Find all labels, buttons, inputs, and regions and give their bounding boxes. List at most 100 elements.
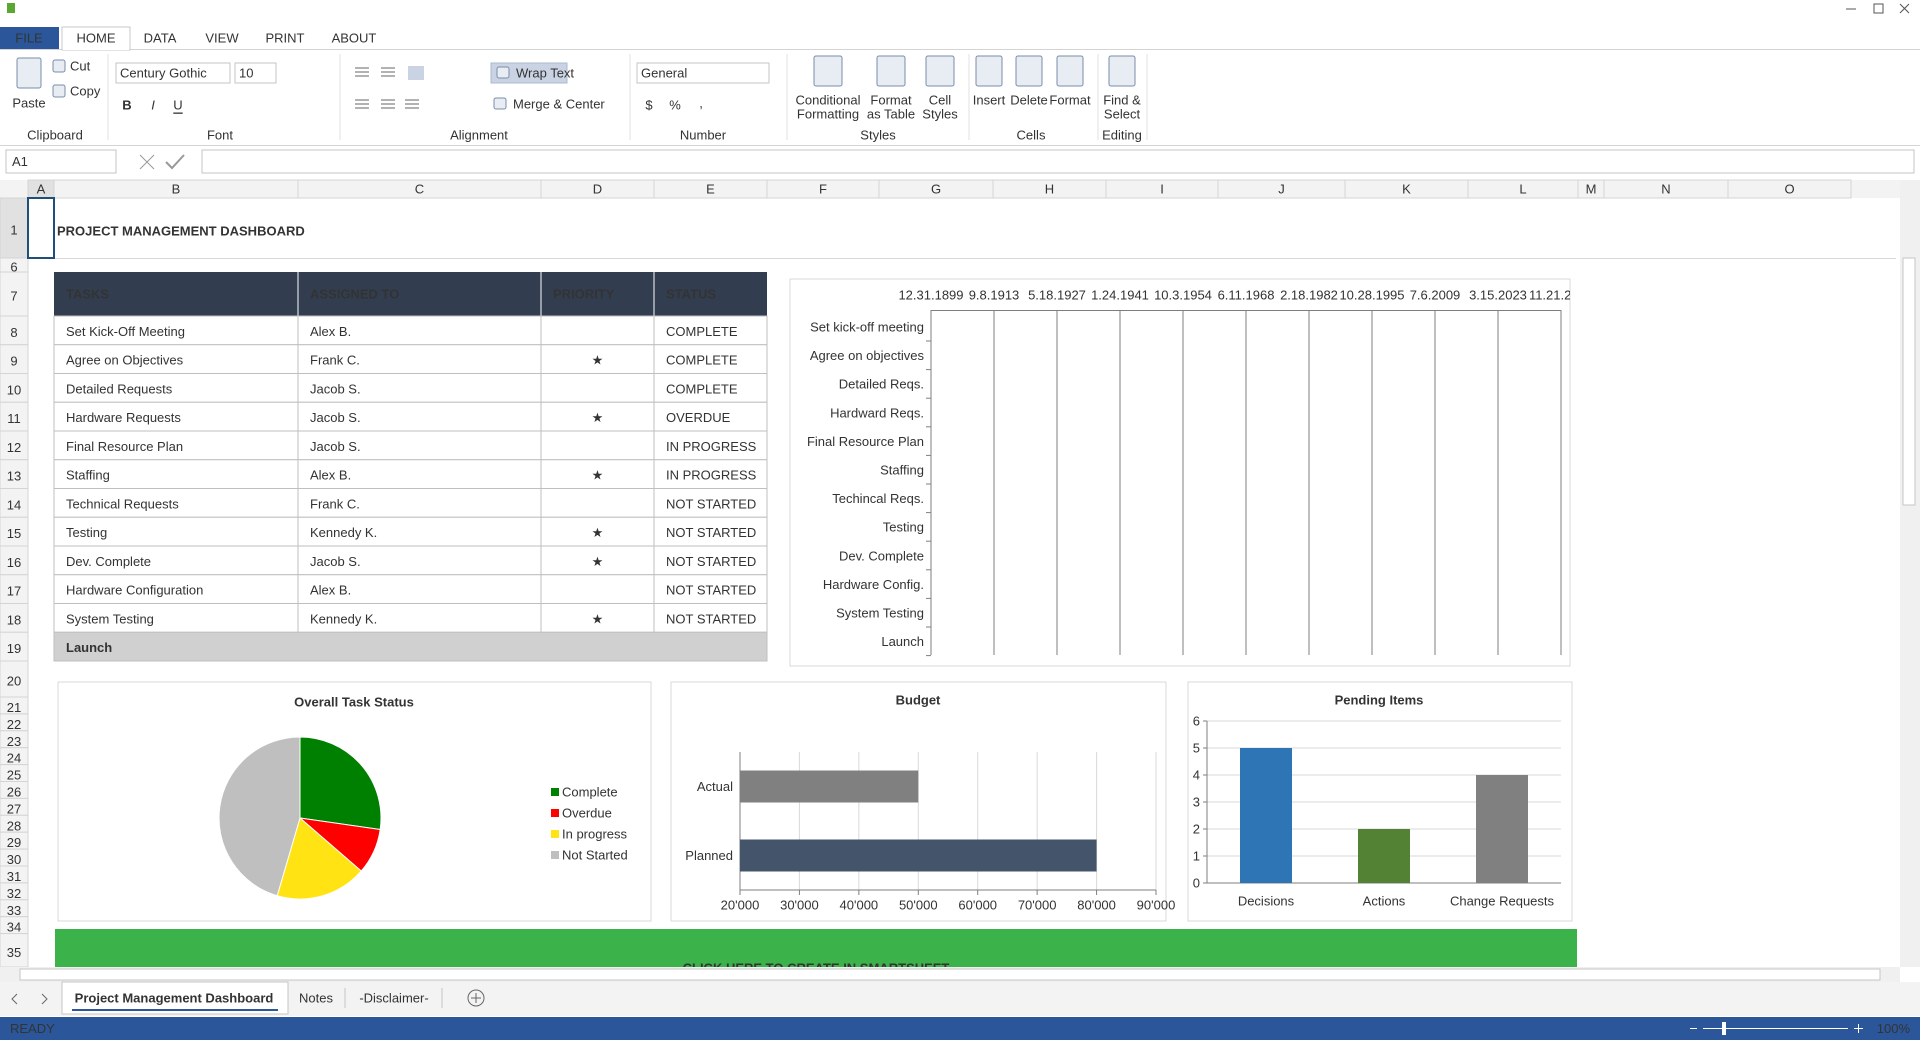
column-label[interactable]: A [37, 182, 46, 197]
row-label[interactable]: 10 [7, 382, 21, 397]
column-label[interactable]: J [1278, 182, 1285, 197]
column-label[interactable]: O [1784, 182, 1794, 197]
banner-text[interactable]: CLICK HERE TO CREATE IN SMARTSHEET [683, 961, 950, 976]
column-label[interactable]: C [415, 182, 424, 197]
row-label[interactable]: 21 [7, 700, 21, 715]
row-label[interactable]: 29 [7, 835, 21, 850]
name-box-text[interactable]: A1 [12, 154, 28, 169]
ribbon-button[interactable]: Cut [70, 59, 91, 74]
x-tick-label: 30'000 [780, 898, 819, 913]
ribbon-button[interactable]: Formatting [797, 107, 859, 122]
table-cell: Jacob S. [310, 554, 361, 569]
row-label[interactable]: 7 [10, 289, 17, 304]
ribbon-tab[interactable]: DATA [144, 31, 177, 46]
column-label[interactable]: F [819, 182, 827, 197]
row-label[interactable]: 27 [7, 801, 21, 816]
table-cell: ★ [592, 468, 604, 483]
ribbon-button[interactable]: Paste [12, 96, 45, 111]
row-label[interactable]: 14 [7, 497, 21, 512]
row-label[interactable]: 22 [7, 717, 21, 732]
row-label[interactable]: 6 [10, 260, 17, 275]
ribbon-button[interactable]: % [669, 98, 681, 113]
row-label[interactable]: 30 [7, 852, 21, 867]
row-label[interactable]: 11 [7, 411, 21, 426]
column-label[interactable]: K [1402, 182, 1411, 197]
gantt-task-label: Testing [883, 520, 924, 535]
column-label[interactable]: N [1661, 182, 1670, 197]
ribbon-button[interactable]: Format [1049, 93, 1091, 108]
ribbon-button[interactable]: Conditional [795, 93, 860, 108]
banner-clip: CLICK HERE TO CREATE IN SMARTSHEET [683, 961, 950, 976]
ribbon-tab[interactable]: HOME [77, 31, 116, 46]
row-label[interactable]: 19 [7, 641, 21, 656]
sheet-tab[interactable]: -Disclaimer- [359, 991, 428, 1006]
ribbon-button[interactable]: Wrap Text [516, 66, 574, 81]
ribbon-tab[interactable]: PRINT [266, 31, 305, 46]
column-label[interactable]: L [1519, 182, 1526, 197]
column-header [1727, 179, 1852, 199]
row-label[interactable]: 12 [7, 440, 21, 455]
column-label[interactable]: I [1160, 182, 1164, 197]
row-label[interactable]: 25 [7, 768, 21, 783]
ribbon-button[interactable]: Format [870, 93, 912, 108]
ribbon-button[interactable]: Insert [973, 93, 1006, 108]
row-label[interactable]: 34 [7, 920, 21, 935]
ribbon-button[interactable]: as Table [867, 107, 915, 122]
smartsheet-banner [55, 929, 1577, 967]
ribbon-button[interactable]: Styles [922, 107, 958, 122]
row-label[interactable]: 20 [7, 674, 21, 689]
sheet-tab[interactable]: Notes [299, 991, 333, 1006]
column-label[interactable]: M [1586, 182, 1597, 197]
legend-swatch [551, 809, 559, 817]
ribbon-button[interactable]: , [699, 96, 703, 111]
y-tick-label: 6 [1193, 714, 1200, 729]
gantt-date-label: 11.21.2036 [1529, 288, 1593, 303]
row-label[interactable]: 13 [7, 469, 21, 484]
table-header-cell: TASKS [66, 287, 109, 302]
ribbon-button[interactable]: Merge & Center [513, 97, 605, 112]
row-label[interactable]: 8 [10, 325, 17, 340]
ribbon-button[interactable]: Delete [1010, 93, 1048, 108]
ribbon-button[interactable]: Cell [929, 93, 952, 108]
row-label[interactable]: 35 [7, 945, 21, 960]
ribbon-button[interactable]: Find & [1103, 93, 1141, 108]
column-label[interactable]: D [593, 182, 602, 197]
ribbon-tab[interactable]: ABOUT [332, 31, 377, 46]
row-label[interactable]: 32 [7, 886, 21, 901]
ribbon-button[interactable]: B [122, 98, 131, 113]
ribbon-tab[interactable]: VIEW [205, 31, 239, 46]
row-header [0, 315, 29, 346]
column-label[interactable]: H [1045, 182, 1054, 197]
row-label[interactable]: 31 [7, 869, 21, 884]
row-label[interactable]: 9 [10, 354, 17, 369]
font-name[interactable]: Century Gothic [120, 66, 207, 81]
row-label[interactable]: 23 [7, 734, 21, 749]
row-label[interactable]: 28 [7, 818, 21, 833]
ribbon-button[interactable]: $ [645, 98, 653, 113]
column-label[interactable]: E [706, 182, 715, 197]
sheet-tab[interactable]: Project Management Dashboard [75, 991, 274, 1006]
ribbon-tab[interactable]: FILE [15, 31, 43, 46]
row-label[interactable]: 24 [7, 751, 21, 766]
ribbon-button[interactable]: Copy [70, 84, 101, 99]
column-label[interactable]: B [172, 182, 181, 197]
ribbon-group-label: Clipboard [27, 128, 83, 143]
row-label[interactable]: 16 [7, 555, 21, 570]
ribbon-button[interactable]: I [151, 98, 155, 113]
row-label[interactable]: 33 [7, 903, 21, 918]
font-size[interactable]: 10 [239, 66, 253, 81]
ribbon-group-label: Alignment [450, 128, 508, 143]
row-label[interactable]: 18 [7, 612, 21, 627]
row-label[interactable]: 15 [7, 526, 21, 541]
table-cell: Testing [66, 525, 107, 540]
row-label[interactable]: 1 [10, 223, 17, 238]
number-format[interactable]: General [641, 66, 687, 81]
column-label[interactable]: G [931, 182, 941, 197]
ribbon-button[interactable]: Select [1104, 107, 1141, 122]
table-header-cell: STATUS [666, 287, 716, 302]
add-sheet-button[interactable] [467, 989, 485, 1007]
row-label[interactable]: 17 [7, 584, 21, 599]
ribbon-button[interactable]: U [173, 98, 182, 113]
row-label[interactable]: 26 [7, 784, 21, 799]
table-cell: Alex B. [310, 468, 351, 483]
